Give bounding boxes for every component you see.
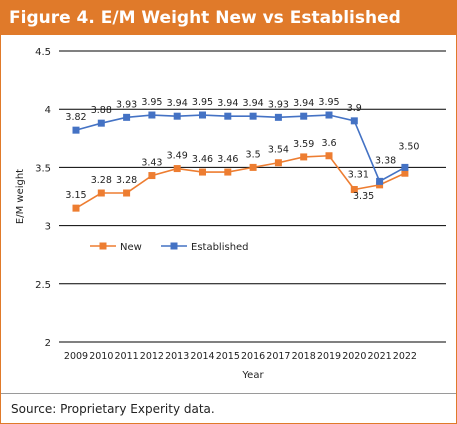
established-data-label: 3.94 [293,98,314,109]
x-tick-label: 2019 [317,351,341,362]
y-axis-title: E/M weight [15,169,26,224]
established-point [300,112,308,120]
established-point [376,177,384,185]
new-data-label: 3.49 [167,151,188,162]
established-data-label: 3.95 [192,97,213,108]
y-tick-label: 3.5 [35,163,51,174]
x-axis-title: Year [241,370,264,381]
new-series-line [75,154,406,209]
new-point [97,189,105,197]
new-data-label: 3.46 [217,154,238,165]
new-point [274,159,282,167]
established-legend-marker [170,242,178,250]
x-tick-label: 2009 [64,351,88,362]
established-data-label: 3.94 [217,98,238,109]
new-point [173,165,181,173]
x-tick-label: 2022 [393,351,417,362]
new-point [72,204,80,212]
x-tick-label: 2016 [241,351,265,362]
established-data-label: 3.38 [375,155,396,166]
new-data-label: 3.15 [65,190,86,201]
new-data-label: 3.31 [348,170,369,181]
established-point [123,113,131,121]
x-tick-label: 2012 [140,351,164,362]
established-data-label: 3.94 [243,98,264,109]
new-data-label: 3.43 [141,158,162,169]
y-tick-label: 3 [45,222,51,233]
x-tick-label: 2020 [342,351,366,362]
x-tick-label: 2018 [292,351,316,362]
x-tick-label: 2010 [89,351,113,362]
source-note: Source: Proprietary Experity data. [1,393,456,423]
established-point [72,126,80,134]
x-tick-label: 2021 [368,351,392,362]
y-tick-label: 4 [45,105,51,116]
y-tick-label: 2 [45,338,51,349]
established-data-label: 3.93 [268,99,289,110]
x-tick-label: 2014 [190,351,214,362]
new-point [249,163,257,171]
established-point [224,112,232,120]
established-data-label: 3.94 [167,98,188,109]
established-point [325,111,333,119]
established-point [274,113,282,121]
established-point [350,117,358,125]
established-point [401,163,409,171]
new-data-label: 3.28 [91,175,112,186]
x-tick-label: 2011 [115,351,139,362]
new-legend-label: New [120,242,142,253]
established-point [249,112,257,120]
new-data-label: 3.46 [192,154,213,165]
established-data-label: 3.95 [318,97,339,108]
established-legend-label: Established [191,242,249,253]
established-point [173,112,181,120]
new-point [224,168,232,176]
new-data-label: 3.59 [293,139,314,150]
new-data-label: 3.28 [116,175,137,186]
established-point [148,111,156,119]
established-data-label: 3.9 [347,103,362,114]
new-point [401,169,409,177]
new-data-label: 3.5 [246,149,261,160]
chart-area: 2 2.5 3 3.5 4 4.5 2009 2010 2011 2012 2013 2014 2015… [1,35,456,391]
established-series-line [75,114,406,183]
new-data-label: 3.35 [353,191,374,202]
established-data-label: 3.50 [398,141,419,152]
new-point [350,186,358,194]
new-point [325,152,333,160]
new-data-label: 3.54 [268,145,289,156]
established-data-label: 3.82 [65,112,86,123]
new-data-label: 3.6 [321,138,336,149]
established-point [199,111,206,119]
y-tick-label: 4.5 [35,47,51,58]
x-tick-label: 2015 [216,351,240,362]
established-data-label: 3.95 [141,97,162,108]
new-point [199,168,206,176]
established-data-label: 3.88 [91,105,112,116]
new-point [148,172,156,180]
new-point [123,189,131,197]
x-tick-label: 2013 [165,351,189,362]
figure-title: Figure 4. E/M Weight New vs Established [1,1,456,35]
x-tick-label: 2017 [266,351,290,362]
new-legend-marker [99,242,107,250]
new-point [300,153,308,161]
established-data-label: 3.93 [116,99,137,110]
established-point [97,119,105,127]
y-tick-label: 2.5 [35,280,51,291]
